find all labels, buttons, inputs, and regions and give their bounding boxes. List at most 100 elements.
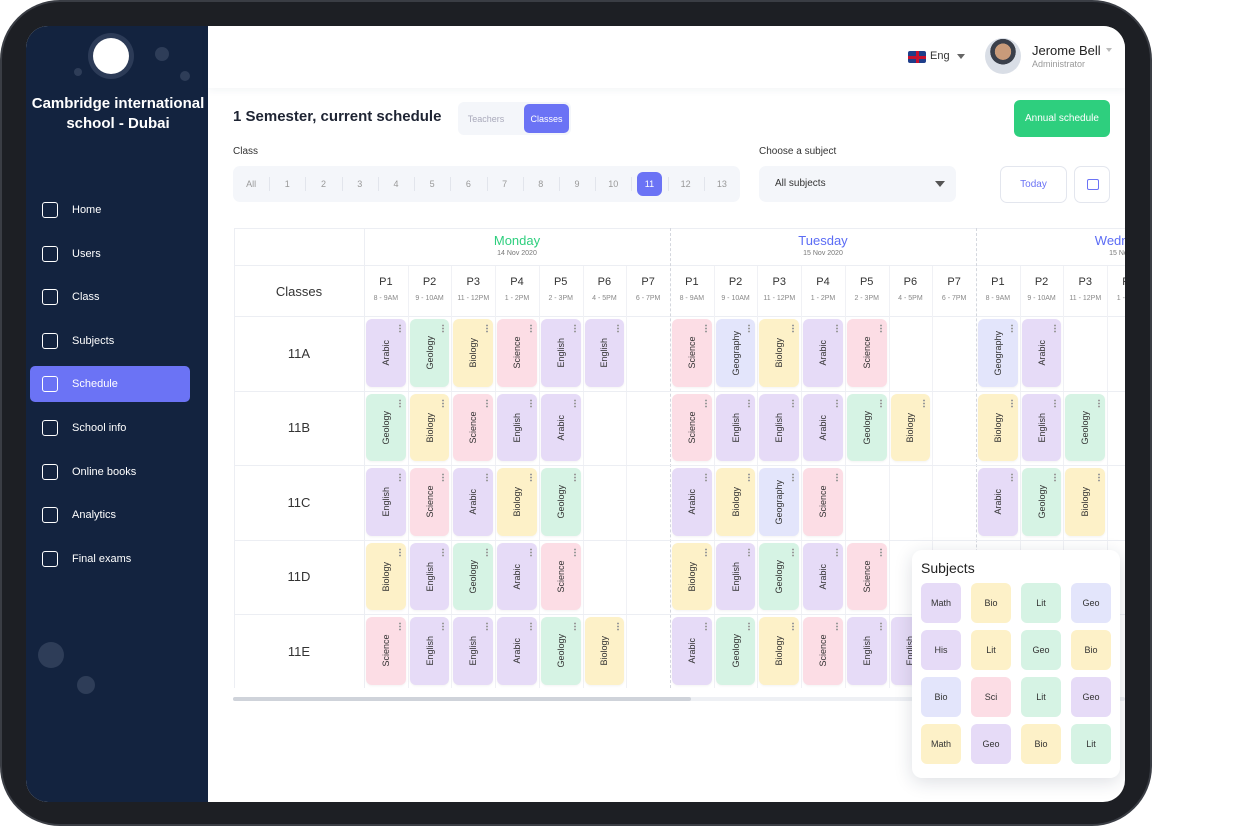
lesson-menu[interactable] — [398, 398, 401, 408]
subject-chip[interactable]: Geo — [971, 724, 1011, 764]
lesson-card[interactable]: English — [715, 542, 756, 610]
lesson-card[interactable]: Arabic — [978, 468, 1018, 536]
annual-button[interactable]: Annual schedule — [1014, 100, 1110, 137]
today-button[interactable]: Today — [1000, 166, 1067, 203]
lesson-menu[interactable] — [1054, 473, 1057, 482]
lesson-card[interactable]: Science — [497, 319, 537, 387]
lesson-menu[interactable] — [879, 622, 882, 631]
lesson-menu[interactable] — [1054, 398, 1057, 408]
lesson-menu[interactable] — [879, 398, 882, 408]
lesson-card[interactable]: Biology — [1065, 468, 1106, 536]
lesson-menu[interactable] — [748, 547, 751, 557]
lesson-card[interactable]: Arabic — [672, 468, 712, 536]
lesson-menu[interactable] — [442, 547, 445, 557]
menu-item[interactable]: Home — [30, 192, 190, 228]
lesson-menu[interactable] — [442, 622, 445, 631]
lesson-menu[interactable] — [617, 324, 620, 333]
lesson-menu[interactable] — [879, 547, 882, 557]
lesson-card[interactable]: Biology — [759, 319, 800, 387]
subject-chip[interactable]: Geo — [1021, 630, 1061, 670]
lesson-menu[interactable] — [792, 473, 795, 482]
lesson-card[interactable]: Biology — [978, 393, 1018, 461]
class-option[interactable]: 7 — [502, 179, 508, 189]
lesson-card[interactable]: Science — [846, 319, 887, 387]
menu-label[interactable]: Final exams — [72, 552, 132, 565]
lesson-card[interactable]: English — [846, 617, 887, 685]
menu-item[interactable]: School info — [30, 410, 190, 446]
lesson-card[interactable]: Biology — [409, 393, 450, 461]
lesson-menu[interactable] — [835, 398, 838, 408]
subject-chip[interactable]: Bio — [971, 583, 1011, 623]
lesson-card[interactable]: Biology — [890, 393, 931, 461]
lesson-menu[interactable] — [529, 622, 532, 631]
lesson-card[interactable]: Biology — [715, 468, 756, 536]
lesson-card[interactable]: Geology — [1065, 393, 1106, 461]
lesson-menu[interactable] — [835, 473, 838, 482]
menu-label[interactable]: Online books — [72, 465, 137, 478]
lesson-menu[interactable] — [704, 398, 707, 408]
menu-label[interactable]: School info — [72, 422, 127, 434]
lesson-card[interactable]: English — [759, 393, 800, 461]
lesson-menu[interactable] — [398, 473, 401, 482]
lesson-card[interactable]: Science — [540, 542, 581, 610]
lesson-menu[interactable] — [748, 398, 751, 408]
class-option[interactable]: 4 — [393, 179, 399, 189]
lesson-menu[interactable] — [1054, 324, 1057, 333]
menu-label[interactable]: Analytics — [72, 509, 117, 522]
class-option[interactable]: 6 — [465, 179, 471, 189]
menu-item[interactable]: Subjects — [30, 323, 190, 359]
lesson-menu[interactable] — [748, 622, 751, 631]
lesson-card[interactable]: Geography — [759, 468, 800, 536]
lesson-menu[interactable] — [792, 324, 795, 333]
subject-chip[interactable]: Lit — [971, 630, 1011, 670]
lesson-card[interactable]: English — [409, 617, 450, 685]
user-name[interactable]: Jerome Bell — [1032, 43, 1101, 58]
lesson-card[interactable]: Science — [366, 617, 406, 685]
lesson-card[interactable]: Geology — [409, 319, 450, 387]
lesson-card[interactable]: Arabic — [453, 468, 494, 536]
lesson-card[interactable]: Biology — [366, 542, 406, 610]
lesson-card[interactable]: Geology — [1021, 468, 1062, 536]
menu-item[interactable]: Users — [30, 236, 190, 272]
class-option[interactable]: 5 — [429, 179, 435, 189]
menu-item[interactable]: Class — [30, 279, 190, 315]
lesson-card[interactable]: Biology — [453, 319, 494, 387]
lesson-menu[interactable] — [704, 622, 707, 631]
lesson-menu[interactable] — [792, 547, 795, 557]
lesson-menu[interactable] — [398, 622, 401, 631]
lesson-card[interactable]: Geography — [978, 319, 1018, 387]
menu-item[interactable]: Schedule — [30, 366, 190, 403]
lesson-menu[interactable] — [573, 622, 576, 631]
lesson-card[interactable]: Geology — [453, 542, 494, 610]
subject-chip[interactable]: Math — [921, 724, 961, 764]
lesson-card[interactable]: Biology — [584, 617, 625, 685]
lesson-menu[interactable] — [486, 622, 489, 631]
lesson-menu[interactable] — [835, 547, 838, 557]
lesson-card[interactable]: English — [540, 319, 581, 387]
lesson-card[interactable]: English — [453, 617, 494, 685]
lesson-card[interactable]: Geology — [366, 393, 406, 461]
lesson-menu[interactable] — [748, 324, 751, 333]
lesson-card[interactable]: Biology — [497, 468, 537, 536]
lesson-menu[interactable] — [486, 324, 489, 333]
lesson-menu[interactable] — [573, 398, 576, 408]
lesson-menu[interactable] — [923, 398, 926, 408]
lesson-menu[interactable] — [529, 324, 532, 333]
lesson-card[interactable]: English — [584, 319, 625, 387]
lesson-card[interactable]: Arabic — [366, 319, 406, 387]
lesson-menu[interactable] — [486, 547, 489, 557]
subject-chip[interactable]: Bio — [921, 677, 961, 717]
lesson-card[interactable]: Biology — [759, 617, 800, 685]
lesson-card[interactable]: Biology — [672, 542, 712, 610]
lesson-menu[interactable] — [529, 547, 532, 557]
lesson-menu[interactable] — [1010, 324, 1013, 333]
lesson-menu[interactable] — [486, 398, 489, 408]
lesson-card[interactable]: Arabic — [803, 542, 843, 610]
lesson-menu[interactable] — [398, 324, 401, 333]
lesson-menu[interactable] — [835, 622, 838, 631]
lesson-menu[interactable] — [617, 622, 620, 631]
language[interactable]: Eng — [930, 50, 950, 62]
lesson-menu[interactable] — [1098, 473, 1101, 482]
class-option[interactable]: 2 — [321, 179, 327, 189]
lesson-menu[interactable] — [704, 324, 707, 333]
